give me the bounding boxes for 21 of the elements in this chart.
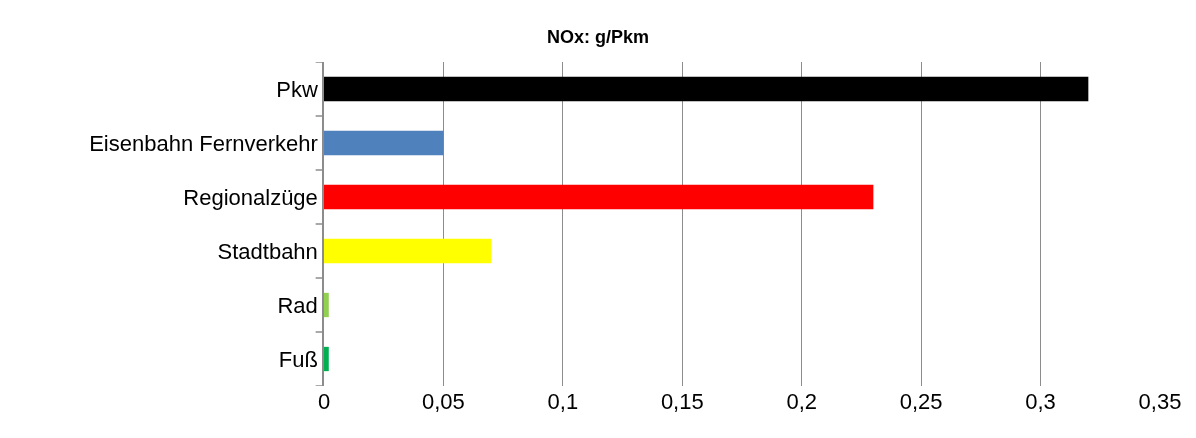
bar — [324, 238, 492, 264]
x-tick-label: 0,15 — [660, 389, 704, 414]
bar — [324, 76, 1089, 102]
x-tick-label: 0,05 — [422, 389, 465, 414]
x-tick-label: 0,2 — [786, 389, 818, 414]
bar — [324, 292, 329, 318]
x-tick-label: 0,25 — [899, 389, 943, 414]
y-tick-label: Eisenbahn Fernverkehr — [89, 130, 318, 156]
bar — [324, 130, 444, 156]
x-tick-label: 0,3 — [1025, 389, 1056, 414]
y-tick-label: Stadtbahn — [217, 238, 318, 264]
x-tick-label: 0 — [317, 389, 331, 414]
chart-title: NOx: g/Pkm — [546, 27, 650, 48]
y-tick-label: Rad — [277, 292, 318, 318]
y-tick-label: Regionalzüge — [183, 184, 318, 210]
bar — [324, 184, 874, 210]
y-tick-label: Fuß — [278, 346, 318, 372]
bar — [324, 346, 329, 372]
x-tick-label: 0,1 — [547, 389, 579, 414]
y-tick-label: Pkw — [276, 76, 318, 102]
x-tick-label: 0,35 — [1138, 389, 1182, 414]
